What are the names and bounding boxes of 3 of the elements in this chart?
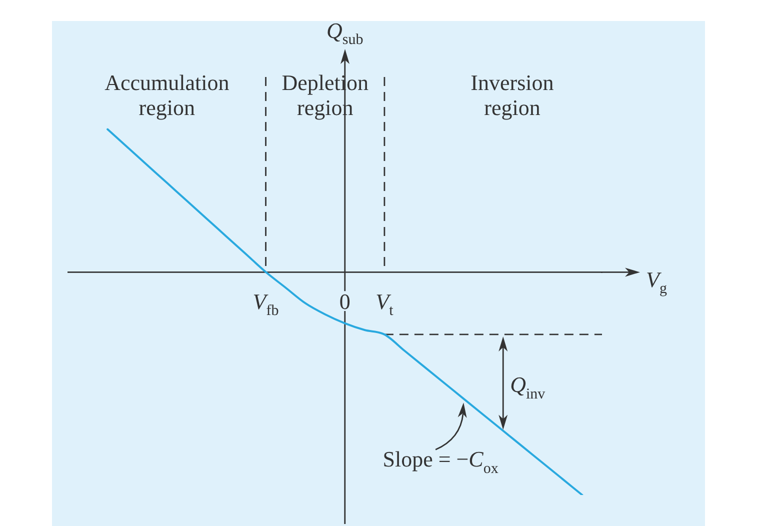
text: Inversion region bbox=[470, 70, 554, 120]
text: Accumulation region bbox=[104, 70, 230, 120]
x-tick-label: 0 bbox=[339, 289, 350, 314]
